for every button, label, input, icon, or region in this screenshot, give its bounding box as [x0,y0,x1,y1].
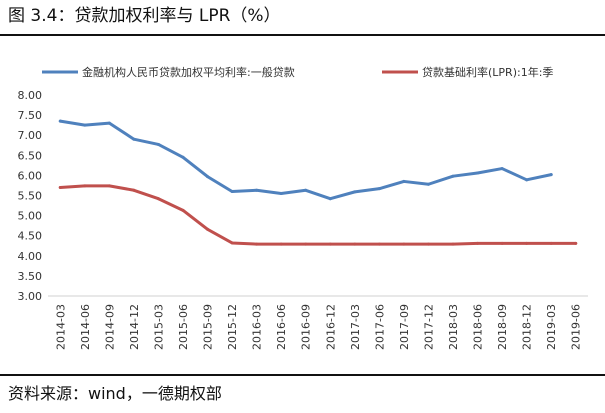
x-tick-label: 2017-12 [422,304,435,350]
line-chart: 金融机构人民币贷款加权平均利率:一般贷款 贷款基础利率(LPR):1年:季 8.… [18,65,588,350]
data-point-series-1 [549,173,553,177]
y-tick-label: 3.50 [18,270,43,283]
y-tick-label: 4.50 [18,230,43,243]
x-tick-label: 2018-06 [472,304,485,350]
x-tick-label: 2015-12 [226,304,239,350]
x-tick-label: 2016-06 [275,304,288,350]
series-line-1 [58,119,553,201]
series-line-2 [58,184,578,246]
x-tick-label: 2015-09 [202,304,215,350]
x-tick-label: 2019-03 [545,304,558,350]
data-point-series-1 [426,182,430,186]
x-tick-label: 2018-03 [447,304,460,350]
data-point-series-1 [230,189,234,193]
x-tick-label: 2016-09 [300,304,313,350]
data-point-series-2 [304,242,308,246]
data-point-series-1 [476,171,480,175]
figure-title: 图 3.4：贷款加权利率与 LPR（%） [8,6,281,26]
data-point-series-1 [156,142,160,146]
y-tick-label: 8.00 [18,89,43,102]
data-point-series-2 [58,185,62,189]
data-point-series-1 [181,155,185,159]
data-point-series-2 [426,242,430,246]
data-point-series-1 [377,187,381,191]
data-point-series-2 [83,184,87,188]
x-tick-label: 2015-06 [177,304,190,350]
data-point-series-2 [402,242,406,246]
data-point-series-1 [525,178,529,182]
x-tick-label: 2017-06 [373,304,386,350]
y-tick-label: 7.00 [18,129,43,142]
data-point-series-1 [58,119,62,123]
data-point-series-1 [83,123,87,127]
x-tick-label: 2018-12 [521,304,534,350]
x-tick-label: 2015-03 [152,304,165,350]
data-point-series-2 [574,241,578,245]
data-point-series-1 [206,175,210,179]
data-point-series-2 [230,241,234,245]
y-axis: 8.00 7.50 7.00 6.50 6.00 5.50 5.00 4.50 4.00 3.50… [18,89,43,303]
data-point-series-2 [328,242,332,246]
data-point-series-1 [328,197,332,201]
legend-label-series-2: 贷款基础利率(LPR):1年:季 [422,65,553,79]
data-point-series-2 [525,241,529,245]
source-divider [0,374,605,376]
data-point-series-2 [132,188,136,192]
source-note: 资料来源：wind，一德期权部 [8,384,222,403]
x-tick-label: 2019-06 [570,304,583,350]
legend-label-series-1: 金融机构人民币贷款加权平均利率:一般贷款 [82,65,295,79]
data-point-series-1 [132,137,136,141]
x-tick-label: 2014-03 [54,304,67,350]
data-point-series-2 [181,208,185,212]
x-tick-label: 2014-09 [103,304,116,350]
data-point-series-2 [255,242,259,246]
data-point-series-1 [279,191,283,195]
y-tick-label: 3.00 [18,290,43,303]
data-point-series-2 [107,184,111,188]
x-tick-label: 2016-03 [251,304,264,350]
data-point-series-1 [255,188,259,192]
data-point-series-2 [549,241,553,245]
data-point-series-1 [500,167,504,171]
data-point-series-2 [206,227,210,231]
y-tick-label: 6.00 [18,169,43,182]
x-tick-label: 2018-09 [496,304,509,350]
x-tick-label: 2014-06 [79,304,92,350]
y-tick-label: 5.50 [18,190,43,203]
data-point-series-1 [353,190,357,194]
data-point-series-2 [353,242,357,246]
x-axis: 2014-03 2014-06 2014-09 2014-12 2015-03 2015-… [48,295,588,350]
y-tick-label: 6.50 [18,149,43,162]
x-tick-label: 2017-03 [349,304,362,350]
y-tick-label: 4.00 [18,250,43,263]
data-point-series-2 [156,197,160,201]
data-point-series-1 [402,179,406,183]
data-point-series-1 [107,121,111,125]
y-tick-label: 5.00 [18,210,43,223]
data-point-series-2 [279,242,283,246]
title-divider [0,34,605,36]
chart-legend: 金融机构人民币贷款加权平均利率:一般贷款 贷款基础利率(LPR):1年:季 [42,65,553,79]
series-layer [58,119,578,246]
x-tick-label: 2017-09 [398,304,411,350]
y-tick-label: 7.50 [18,109,43,122]
x-tick-label: 2016-12 [324,304,337,350]
data-point-series-2 [500,241,504,245]
data-point-series-2 [377,242,381,246]
data-point-series-1 [451,174,455,178]
data-point-series-1 [304,188,308,192]
data-point-series-2 [476,241,480,245]
x-tick-label: 2014-12 [128,304,141,350]
data-point-series-2 [451,242,455,246]
